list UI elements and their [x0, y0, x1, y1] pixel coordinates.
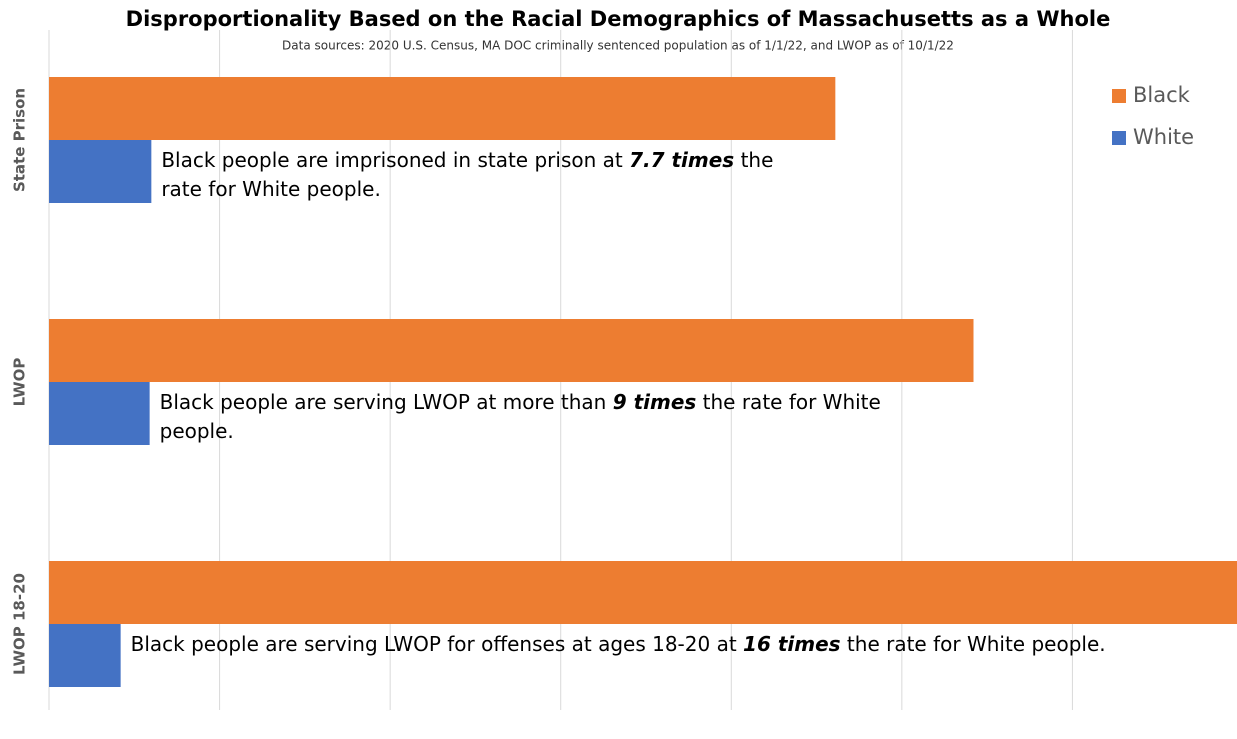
- annotation-segment: Black people are serving LWOP for offens…: [131, 632, 743, 656]
- annotation: people.: [160, 419, 234, 443]
- bar: [49, 382, 150, 445]
- legend-swatch: [1112, 131, 1126, 145]
- annotation: rate for White people.: [161, 177, 381, 201]
- bar: [49, 561, 1237, 624]
- bar: [49, 77, 836, 140]
- bar: [49, 624, 121, 687]
- annotation-segment: rate for White people.: [161, 177, 381, 201]
- legend-label: Black: [1133, 83, 1191, 107]
- annotation-segment: the: [734, 148, 773, 172]
- annotation-segment: people.: [160, 419, 234, 443]
- annotation: Black people are imprisoned in state pri…: [161, 148, 773, 172]
- annotation-segment: Black people are serving LWOP at more th…: [160, 390, 613, 414]
- annotation-segment: 9 times: [613, 390, 697, 414]
- annotation-segment: Black people are imprisoned in state pri…: [161, 148, 629, 172]
- chart-title: Disproportionality Based on the Racial D…: [126, 7, 1111, 31]
- legend-label: White: [1133, 125, 1194, 149]
- bar: [49, 140, 152, 203]
- legend-swatch: [1112, 89, 1126, 103]
- annotation-segment: 7.7 times: [629, 148, 734, 172]
- annotation-segment: the rate for White people.: [841, 632, 1106, 656]
- annotation: Black people are serving LWOP at more th…: [160, 390, 881, 414]
- annotation-segment: 16 times: [743, 632, 841, 656]
- y-tick-label: LWOP: [11, 358, 29, 407]
- annotation: Black people are serving LWOP for offens…: [131, 632, 1106, 656]
- bar: [49, 319, 974, 382]
- annotation-segment: the rate for White: [696, 390, 881, 414]
- chart-subtitle: Data sources: 2020 U.S. Census, MA DOC c…: [282, 39, 954, 53]
- y-tick-label: State Prison: [11, 88, 29, 192]
- y-tick-label: LWOP 18-20: [11, 573, 29, 675]
